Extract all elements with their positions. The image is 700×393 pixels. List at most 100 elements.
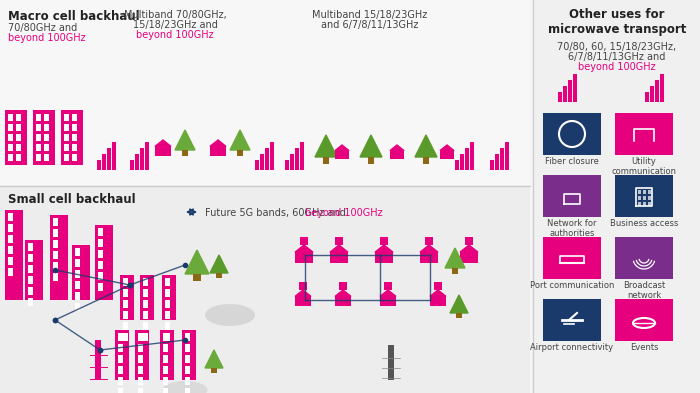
Text: beyond 100GHz: beyond 100GHz (136, 30, 214, 40)
Bar (138, 388, 143, 393)
Bar (648, 190, 651, 194)
Bar (300, 142, 304, 170)
Bar (118, 377, 123, 385)
Bar (53, 218, 58, 226)
Bar (53, 229, 58, 237)
Bar (255, 160, 258, 170)
Bar (95, 225, 113, 300)
Text: and 6/7/8/11/13GHz: and 6/7/8/11/13GHz (321, 20, 419, 30)
Bar (295, 296, 311, 306)
Bar (143, 289, 148, 297)
Bar (98, 272, 103, 280)
Bar (143, 333, 148, 341)
Bar (8, 235, 13, 243)
Bar (260, 154, 263, 170)
Bar (118, 344, 123, 352)
Text: Multiband 15/18/23GHz: Multiband 15/18/23GHz (312, 10, 428, 20)
Bar (423, 157, 429, 163)
Bar (115, 330, 129, 380)
Bar (0, 187, 530, 393)
Bar (165, 278, 170, 286)
Bar (163, 333, 168, 341)
Bar (165, 289, 170, 297)
Bar (28, 298, 33, 306)
Bar (98, 239, 103, 247)
Bar (295, 252, 313, 263)
Bar (643, 196, 646, 200)
Bar (490, 160, 493, 170)
Bar (36, 124, 41, 131)
Bar (50, 215, 68, 300)
Bar (75, 259, 80, 267)
Bar (5, 210, 23, 300)
Bar (163, 366, 168, 374)
Bar (185, 388, 190, 393)
Bar (112, 142, 116, 170)
Bar (25, 240, 43, 300)
Bar (185, 333, 190, 341)
Bar (16, 114, 21, 121)
Bar (44, 154, 49, 161)
Bar (75, 270, 80, 278)
Bar (16, 124, 21, 131)
Bar (107, 148, 111, 170)
Bar (185, 366, 190, 374)
Bar (130, 160, 134, 170)
Bar (185, 344, 190, 352)
Polygon shape (210, 140, 226, 147)
Bar (8, 114, 13, 121)
Bar (543, 299, 601, 341)
Bar (16, 134, 21, 141)
Bar (615, 175, 673, 217)
Bar (72, 134, 77, 141)
Bar (0, 0, 530, 185)
Bar (165, 300, 170, 308)
Bar (8, 268, 13, 276)
Bar (28, 254, 33, 262)
Bar (500, 148, 503, 170)
Text: Broadcast
network: Broadcast network (623, 281, 665, 300)
Bar (237, 150, 243, 156)
Bar (75, 281, 80, 289)
Bar (563, 86, 566, 102)
Text: Fiber closure: Fiber closure (545, 157, 599, 166)
Bar (323, 157, 329, 163)
Bar (64, 144, 69, 151)
Bar (72, 144, 77, 151)
Bar (123, 278, 128, 286)
Text: Small cell backhaul: Small cell backhaul (8, 193, 136, 206)
Bar (460, 154, 463, 170)
Bar (98, 228, 103, 236)
Bar (165, 322, 170, 330)
Bar (163, 355, 168, 363)
Bar (53, 273, 58, 281)
Text: Future 5G bands, 60GHz and: Future 5G bands, 60GHz and (205, 208, 349, 218)
Bar (210, 147, 226, 156)
Bar (8, 134, 13, 141)
Bar (123, 333, 128, 341)
Bar (163, 388, 168, 393)
Bar (163, 377, 168, 385)
Bar (143, 322, 148, 330)
Bar (440, 151, 454, 159)
Bar (118, 355, 123, 363)
Polygon shape (175, 130, 195, 150)
Bar (138, 366, 143, 374)
Text: Multiband 70/80GHz,: Multiband 70/80GHz, (124, 10, 226, 20)
Ellipse shape (205, 304, 255, 326)
Bar (543, 113, 601, 155)
Bar (143, 311, 148, 319)
Bar (573, 74, 577, 102)
Polygon shape (185, 250, 209, 274)
Bar (295, 148, 298, 170)
Bar (120, 275, 134, 320)
Bar (455, 160, 458, 170)
Bar (660, 74, 664, 102)
Text: 70/80GHz and: 70/80GHz and (8, 23, 77, 33)
Bar (135, 154, 139, 170)
Bar (650, 86, 654, 102)
Bar (36, 144, 41, 151)
Bar (8, 246, 13, 254)
Bar (648, 196, 651, 200)
Bar (645, 92, 648, 102)
